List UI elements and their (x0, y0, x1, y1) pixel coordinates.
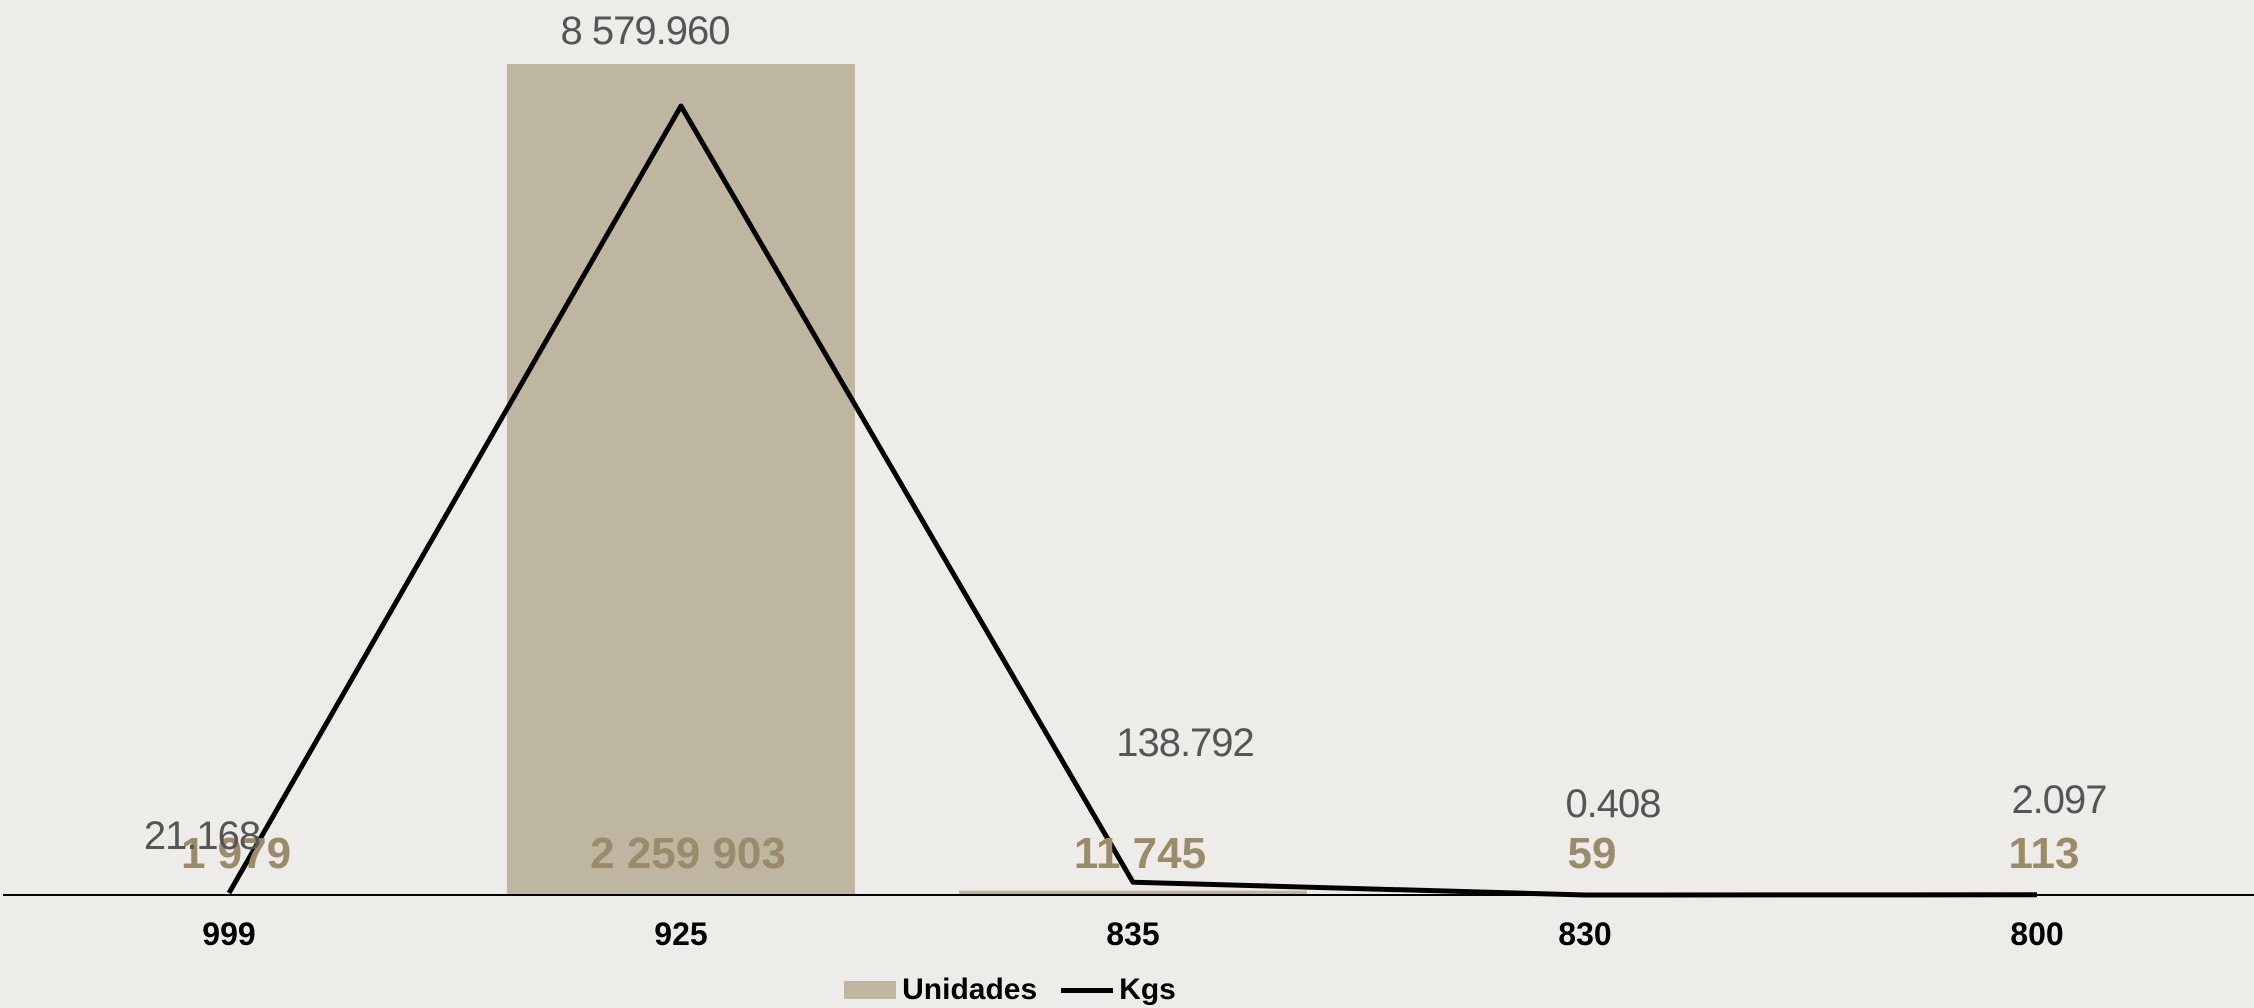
legend-item-unidades: Unidades (844, 973, 1037, 1007)
legend-item-kgs: Kgs (1061, 973, 1176, 1007)
x-tick-label-835: 835 (1106, 916, 1159, 952)
x-tick-label-925: 925 (654, 916, 707, 952)
x-tick-label-800: 800 (2010, 916, 2063, 952)
line-label-925: 8 579.960 (561, 9, 730, 53)
x-tick-label-830: 830 (1558, 916, 1611, 952)
bar-835 (959, 890, 1307, 895)
bar-label-925: 2 259 903 (590, 829, 786, 878)
legend-swatch-unidades (844, 981, 897, 999)
bar-label-830: 59 (1568, 829, 1617, 878)
line-label-835: 138.792 (1116, 721, 1254, 765)
line-series-kgs (226, 103, 2038, 898)
x-tick-label-999: 999 (202, 916, 255, 952)
bar-label-999: 1 979 (181, 829, 291, 878)
legend-label-unidades: Unidades (902, 973, 1038, 1006)
legend: Unidades Kgs (0, 972, 2137, 1008)
line-label-999: 21.168 (144, 814, 260, 858)
line-label-800: 2.097 (2011, 778, 2106, 822)
bar-label-800: 113 (2009, 829, 2080, 878)
bar-925 (507, 64, 855, 895)
legend-swatch-kgs (1061, 987, 1114, 993)
legend-label-kgs: Kgs (1119, 973, 1176, 1006)
bar-label-835: 11 745 (1074, 829, 1206, 878)
line-label-830: 0.408 (1565, 782, 1660, 826)
